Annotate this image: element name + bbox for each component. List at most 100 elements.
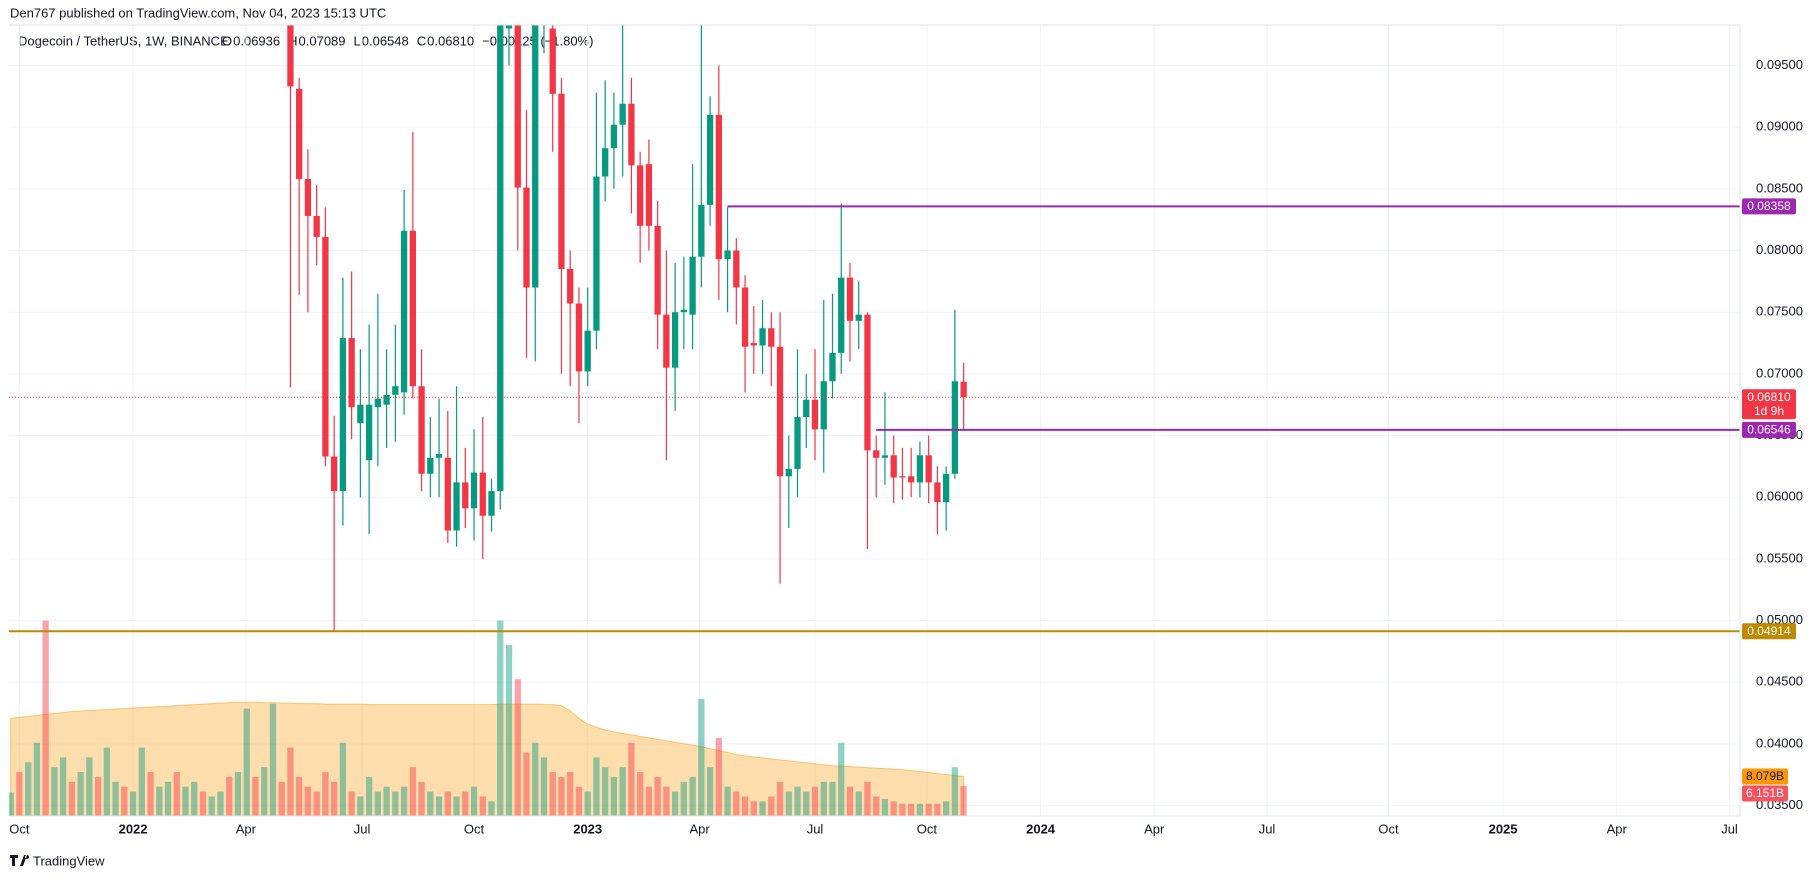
candle-body bbox=[689, 256, 696, 315]
volume-bar bbox=[479, 796, 486, 816]
countdown: 1d 9h bbox=[1754, 404, 1784, 418]
last-price-label: 0.06810 bbox=[1747, 390, 1791, 404]
volume-bar bbox=[768, 796, 775, 816]
volume-bar bbox=[759, 801, 766, 816]
volume-bar bbox=[77, 772, 84, 816]
volume-bar bbox=[505, 645, 513, 816]
legend-value: 0.06936 bbox=[233, 33, 280, 48]
volume-bar bbox=[575, 786, 583, 816]
candle-body bbox=[435, 454, 443, 458]
volume-bar bbox=[899, 803, 906, 816]
volume-bar bbox=[523, 752, 530, 816]
volume-bar bbox=[960, 785, 967, 816]
volume-bar bbox=[540, 757, 548, 816]
x-tick-label: Apr bbox=[1607, 821, 1628, 836]
volume-bar bbox=[593, 757, 600, 816]
volume-bar bbox=[890, 801, 897, 816]
volume-bar bbox=[199, 791, 207, 816]
candle-body bbox=[532, 25, 539, 288]
candle-body bbox=[523, 187, 530, 288]
volume-bar bbox=[86, 757, 93, 816]
candle-body bbox=[873, 450, 880, 458]
volume-bar bbox=[873, 796, 880, 816]
volume-bar bbox=[619, 767, 626, 816]
volume-bar bbox=[138, 747, 145, 816]
volume-bar bbox=[418, 781, 425, 816]
candle-body bbox=[453, 482, 460, 531]
volume-bar bbox=[208, 796, 215, 816]
candle-body bbox=[890, 455, 897, 478]
volume-bar bbox=[444, 791, 451, 816]
candle-body bbox=[829, 352, 836, 382]
volume-bar bbox=[59, 757, 67, 816]
candle-body bbox=[584, 330, 591, 372]
volume-bar bbox=[916, 803, 924, 816]
candle-body bbox=[365, 404, 373, 461]
volume-bar bbox=[811, 786, 819, 816]
footer-brand: TradingView bbox=[33, 853, 105, 868]
candle-body bbox=[759, 328, 766, 346]
candle-body bbox=[654, 225, 661, 315]
volume-bar bbox=[645, 786, 653, 816]
legend-value: 0.06810 bbox=[427, 33, 474, 48]
volume-bar bbox=[112, 781, 119, 816]
volume-bar bbox=[33, 742, 41, 816]
volume-bar bbox=[217, 791, 224, 816]
x-tick-label: 2023 bbox=[573, 821, 602, 836]
volume-bar bbox=[715, 737, 722, 816]
candle-body bbox=[296, 88, 303, 179]
candle-body bbox=[357, 404, 364, 424]
volume-bar bbox=[226, 776, 233, 816]
candle-body bbox=[680, 309, 688, 313]
volume-bar bbox=[908, 803, 915, 816]
candle-body bbox=[811, 399, 819, 430]
volume-bar bbox=[671, 791, 679, 816]
x-tick-label: Apr bbox=[1144, 821, 1165, 836]
volume-bar bbox=[532, 742, 539, 816]
volume-bar bbox=[488, 801, 495, 816]
volume-bar bbox=[776, 781, 784, 816]
volume-bar bbox=[121, 786, 128, 816]
volume-bar bbox=[567, 772, 574, 816]
volume-bar bbox=[287, 747, 294, 816]
candle-body bbox=[663, 314, 670, 368]
candle-body bbox=[444, 457, 451, 531]
volume-bar bbox=[838, 742, 845, 816]
volume-label: 6.151B bbox=[1746, 786, 1784, 800]
candle-body bbox=[330, 456, 338, 492]
volume-bar bbox=[497, 620, 504, 816]
volume-bar bbox=[549, 772, 556, 816]
volume-bar bbox=[881, 798, 889, 816]
level-label-bg bbox=[1742, 198, 1796, 215]
volume-bar bbox=[156, 786, 163, 816]
grid bbox=[9, 25, 1740, 816]
candle-body bbox=[899, 476, 906, 478]
volume-bar bbox=[252, 776, 259, 816]
candle-body bbox=[400, 230, 408, 393]
candle-body bbox=[304, 178, 312, 216]
candle-body bbox=[418, 386, 425, 474]
volume-bar bbox=[689, 776, 696, 816]
level-label-bg bbox=[1742, 623, 1796, 640]
volume-bar bbox=[129, 791, 137, 816]
y-tick-label: 0.09000 bbox=[1756, 119, 1803, 134]
volume-bar bbox=[374, 791, 382, 816]
volume-bar bbox=[304, 786, 312, 816]
volume-bar bbox=[173, 772, 180, 816]
candle-body bbox=[549, 28, 556, 94]
x-tick-label: Oct bbox=[1378, 821, 1399, 836]
volume-bar bbox=[435, 796, 443, 816]
volume-bar bbox=[427, 791, 434, 816]
candle-body bbox=[514, 25, 521, 188]
legend-key: C bbox=[417, 33, 426, 48]
volume-bar bbox=[278, 781, 285, 816]
x-tick-label: Jul bbox=[1259, 821, 1276, 836]
candle-body bbox=[733, 250, 740, 288]
candle-body bbox=[637, 165, 644, 226]
candle-body bbox=[715, 114, 722, 260]
candle-body bbox=[322, 236, 329, 457]
level-label: 0.08358 bbox=[1747, 199, 1791, 213]
volume-bar bbox=[348, 791, 355, 816]
volume-bar bbox=[925, 803, 932, 816]
